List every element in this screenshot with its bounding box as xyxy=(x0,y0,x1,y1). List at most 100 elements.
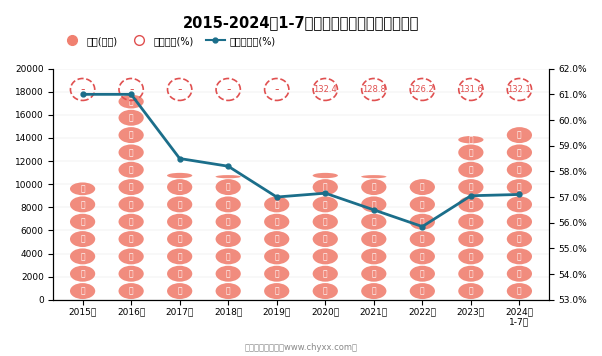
Ellipse shape xyxy=(167,283,192,299)
Ellipse shape xyxy=(410,197,435,213)
Text: 债: 债 xyxy=(468,135,473,144)
Ellipse shape xyxy=(312,214,338,230)
Text: 债: 债 xyxy=(517,148,522,157)
Text: 债: 债 xyxy=(517,165,522,174)
Ellipse shape xyxy=(410,248,435,265)
Text: 债: 债 xyxy=(323,287,327,295)
Ellipse shape xyxy=(264,197,290,213)
Ellipse shape xyxy=(458,197,483,213)
Text: 债: 债 xyxy=(129,183,134,192)
Text: 债: 债 xyxy=(371,287,376,295)
Ellipse shape xyxy=(361,214,386,230)
Text: 债: 债 xyxy=(178,269,182,278)
Text: 债: 债 xyxy=(129,269,134,278)
Ellipse shape xyxy=(361,179,386,195)
Text: 债: 债 xyxy=(178,183,182,192)
Title: 2015-2024年1-7月重庆市工业企业负债统计图: 2015-2024年1-7月重庆市工业企业负债统计图 xyxy=(183,15,419,30)
Legend: 负债(亿元), 产权比率(%), 资产负债率(%): 负债(亿元), 产权比率(%), 资产负债率(%) xyxy=(58,32,280,50)
Text: 债: 债 xyxy=(420,200,424,209)
Text: 债: 债 xyxy=(275,287,279,295)
Ellipse shape xyxy=(70,283,95,299)
Text: 债: 债 xyxy=(129,217,134,226)
Text: 债: 债 xyxy=(371,269,376,278)
Text: 债: 债 xyxy=(371,235,376,244)
Text: 债: 债 xyxy=(178,235,182,244)
Ellipse shape xyxy=(458,283,483,299)
Ellipse shape xyxy=(458,162,483,178)
Ellipse shape xyxy=(264,283,290,299)
Text: 债: 债 xyxy=(468,200,473,209)
Ellipse shape xyxy=(361,175,386,178)
Ellipse shape xyxy=(361,248,386,265)
Text: 债: 债 xyxy=(468,165,473,174)
Ellipse shape xyxy=(458,145,483,161)
Text: 债: 债 xyxy=(517,183,522,192)
Text: -: - xyxy=(275,83,279,96)
Text: 债: 债 xyxy=(371,252,376,261)
Text: 债: 债 xyxy=(129,148,134,157)
Ellipse shape xyxy=(167,179,192,195)
Text: 债: 债 xyxy=(323,217,327,226)
Ellipse shape xyxy=(507,127,532,143)
Text: 债: 债 xyxy=(420,287,424,295)
Text: 债: 债 xyxy=(517,235,522,244)
Text: 126.2: 126.2 xyxy=(411,85,434,94)
Ellipse shape xyxy=(312,179,338,195)
Text: 债: 债 xyxy=(420,217,424,226)
Text: 债: 债 xyxy=(129,235,134,244)
Ellipse shape xyxy=(507,248,532,265)
Text: 债: 债 xyxy=(178,287,182,295)
Text: 债: 债 xyxy=(80,269,85,278)
Ellipse shape xyxy=(70,214,95,230)
Ellipse shape xyxy=(70,248,95,265)
Ellipse shape xyxy=(361,231,386,247)
Ellipse shape xyxy=(119,95,144,109)
Text: 债: 债 xyxy=(517,217,522,226)
Text: 债: 债 xyxy=(517,252,522,261)
Ellipse shape xyxy=(410,214,435,230)
Text: 债: 债 xyxy=(371,183,376,192)
Text: 债: 债 xyxy=(275,269,279,278)
Text: 债: 债 xyxy=(80,235,85,244)
Text: 债: 债 xyxy=(129,287,134,295)
Text: 债: 债 xyxy=(80,200,85,209)
Ellipse shape xyxy=(458,214,483,230)
Text: 债: 债 xyxy=(371,217,376,226)
Text: 债: 债 xyxy=(80,184,85,193)
Text: 债: 债 xyxy=(323,200,327,209)
Ellipse shape xyxy=(216,266,241,282)
Text: 债: 债 xyxy=(129,252,134,261)
Text: 债: 债 xyxy=(468,252,473,261)
Ellipse shape xyxy=(119,110,144,126)
Text: 债: 债 xyxy=(323,252,327,261)
Ellipse shape xyxy=(167,248,192,265)
Ellipse shape xyxy=(264,231,290,247)
Text: 132.4: 132.4 xyxy=(314,85,337,94)
Text: 债: 债 xyxy=(129,200,134,209)
Text: 制图：智研咨询（www.chyxx.com）: 制图：智研咨询（www.chyxx.com） xyxy=(244,344,358,352)
Ellipse shape xyxy=(167,231,192,247)
Text: 债: 债 xyxy=(420,269,424,278)
Text: 债: 债 xyxy=(226,269,231,278)
Ellipse shape xyxy=(119,145,144,161)
Text: 债: 债 xyxy=(129,113,134,122)
Text: 债: 债 xyxy=(371,200,376,209)
Text: 债: 债 xyxy=(468,217,473,226)
Ellipse shape xyxy=(458,179,483,195)
Ellipse shape xyxy=(312,283,338,299)
Ellipse shape xyxy=(70,231,95,247)
Text: 131.6: 131.6 xyxy=(459,85,483,94)
Ellipse shape xyxy=(312,197,338,213)
Text: 债: 债 xyxy=(468,235,473,244)
Text: 债: 债 xyxy=(420,235,424,244)
Ellipse shape xyxy=(312,266,338,282)
Ellipse shape xyxy=(216,248,241,265)
Ellipse shape xyxy=(507,197,532,213)
Ellipse shape xyxy=(119,197,144,213)
Ellipse shape xyxy=(167,214,192,230)
Ellipse shape xyxy=(507,283,532,299)
Ellipse shape xyxy=(70,266,95,282)
Text: 债: 债 xyxy=(517,200,522,209)
Ellipse shape xyxy=(119,283,144,299)
Ellipse shape xyxy=(119,127,144,143)
